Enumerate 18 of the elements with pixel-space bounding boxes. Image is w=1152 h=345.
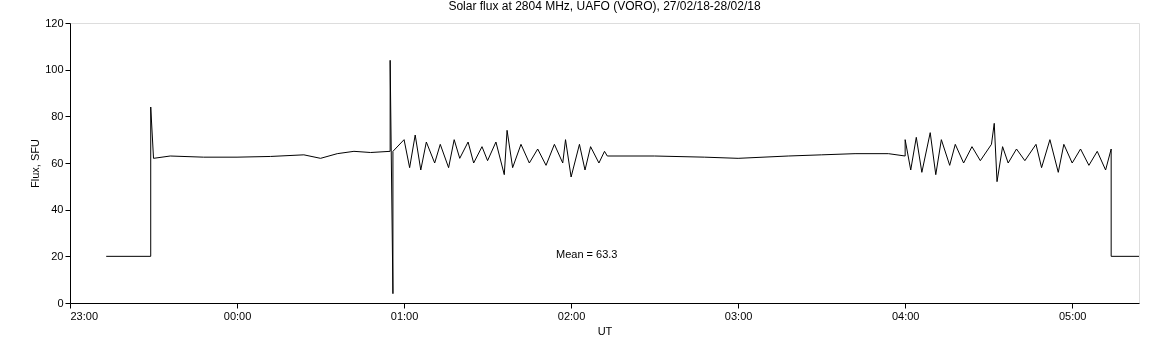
x-tick-label: 02:00 bbox=[557, 309, 586, 322]
x-tick-label: 23:00 bbox=[70, 309, 99, 322]
y-tick-label: 120 bbox=[45, 16, 64, 29]
y-axis-title: Flux, SFU bbox=[29, 139, 42, 188]
x-tick-label: 03:00 bbox=[724, 309, 753, 322]
x-tick-label: 01:00 bbox=[390, 309, 419, 322]
x-axis-title: UT bbox=[597, 324, 613, 337]
chart-title: Solar flux at 2804 MHz, UAFO (VORO), 27/02/18-28/02/18 bbox=[448, 0, 761, 13]
annotation: Mean = 63.3 bbox=[556, 248, 618, 260]
y-tick-label: 0 bbox=[57, 296, 64, 309]
y-tick-label: 80 bbox=[51, 109, 64, 122]
y-tick-label: 100 bbox=[45, 63, 64, 76]
y-tick-label: 40 bbox=[51, 203, 64, 216]
x-tick-label: 00:00 bbox=[223, 309, 252, 322]
x-tick-label: 05:00 bbox=[1058, 309, 1087, 322]
y-tick-label: 20 bbox=[51, 249, 64, 262]
y-tick-label: 60 bbox=[51, 156, 64, 169]
x-tick-label: 04:00 bbox=[891, 309, 920, 322]
